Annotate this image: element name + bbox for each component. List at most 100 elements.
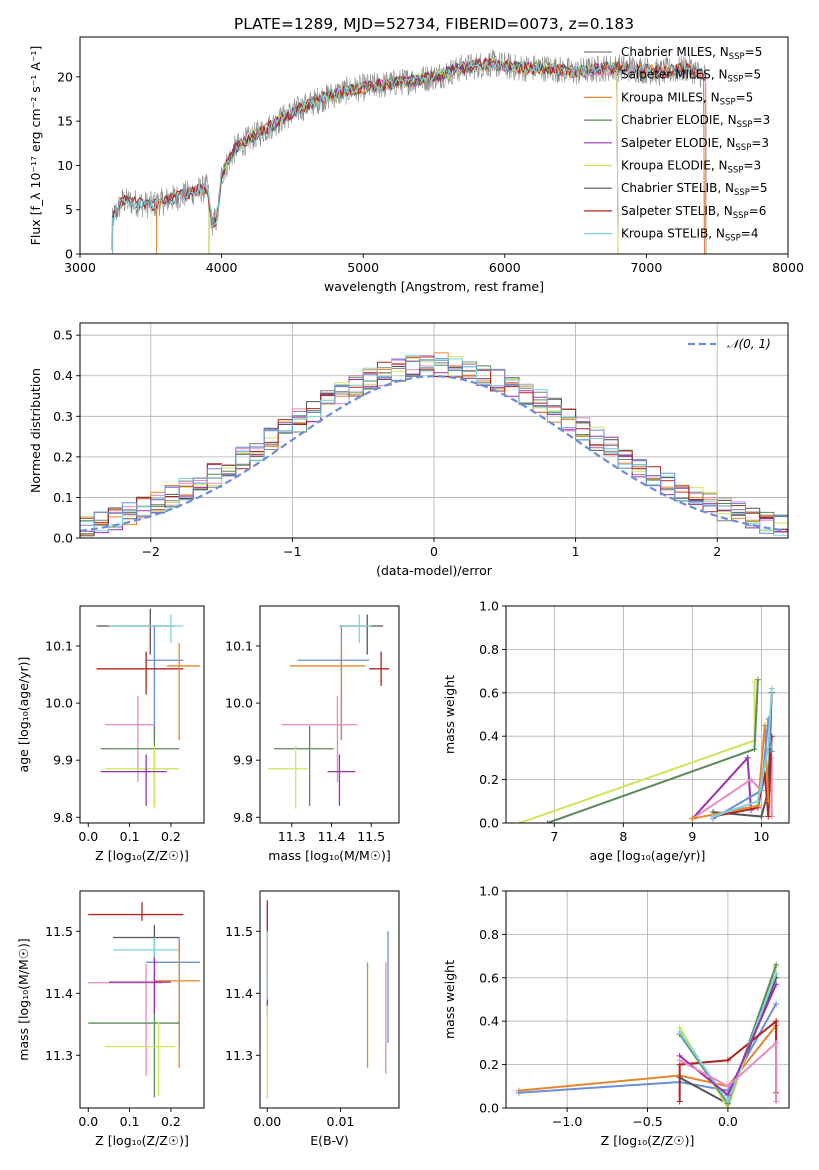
chart-panels: 3000 4000 5000 6000 7000 800005101520waveleng… [16,36,804,1148]
weight-point-marker [744,754,751,761]
y-tick-label: 11.3 [45,1048,73,1063]
x-tick-label: 0.1 [120,1114,140,1129]
error-bar-point [297,625,370,741]
weight-point-marker [751,678,758,685]
panel-Z-vs-mass: 0.0 0.1 0.2 11.3 11.4 11.5 Z [log₁₀(Z/Z☉)] mass… [16,890,205,1148]
x-tick-label: 0.0 [78,1114,98,1129]
x-tick-label: −1.0 [552,1114,582,1129]
y-tick-label: 0.2 [479,772,499,787]
x-tick-label: 0.0 [718,1114,738,1129]
x-tick-label: 10 [753,829,769,844]
y-tick-label: 0.6 [479,685,499,700]
legend-label: Salpeter STELIB, NSSP=6 [621,204,766,221]
weight-point-marker [676,1098,683,1105]
weight-point-marker [724,1098,731,1105]
weight-series-line [712,718,773,820]
legend-label: Kroupa ELODIE, NSSP=3 [621,159,761,176]
error-bar-point [108,957,171,1014]
legend-label: Salpeter ELODIE, NSSP=3 [621,136,769,153]
error-bar-point [100,725,180,806]
error-bar-point [96,651,184,695]
error-bar-point [166,643,200,741]
legend-label: 𝒩(0, 1) [727,337,771,351]
x-tick-label: 0.2 [161,829,181,844]
weight-point-marker [544,820,551,823]
y-tick-label: 1.0 [479,884,499,899]
error-bar-point [369,651,390,686]
weight-point-marker [710,813,717,820]
plot-area [266,900,389,1099]
y-tick-label: 10.0 [45,696,73,711]
error-bar-point [154,943,200,1068]
weight-point-marker [773,1098,780,1105]
x-axis-label: Z [log₁₀(Z/Z☉)] [95,848,189,863]
x-tick-label: 0.00 [253,1114,281,1129]
error-bar-point [100,754,167,806]
legend: Chabrier MILES, NSSP=5 Salpeter MILES, NS… [584,45,770,244]
weight-point-marker [773,1018,780,1025]
x-tick-label: 0.2 [161,1114,181,1129]
weight-point-marker [724,1057,731,1064]
error-bar-point [267,745,308,809]
x-tick-label: 0.01 [327,1114,355,1129]
y-tick-label: 9.9 [233,753,253,768]
x-axis-label: age [log₁₀(age/yr)] [590,848,706,863]
model-spectrum-line [208,57,619,254]
y-tick-label: 0.4 [479,729,499,744]
y-tick-label: 0.4 [53,368,73,383]
x-axis-label: Z [log₁₀(Z/Z☉)] [601,1133,695,1148]
x-tick-label: 7000 [630,260,662,275]
legend-label: Chabrier STELIB, NSSP=5 [621,181,768,198]
y-tick-label: 10.1 [45,638,73,653]
x-tick-label: 0 [430,544,438,559]
weight-point-marker [754,798,761,805]
x-tick-label: 9 [688,829,696,844]
legend-label: Kroupa MILES, NSSP=5 [621,90,753,107]
y-axis-label: mass weight [442,675,457,754]
weight-point-marker [516,820,523,823]
plot-area [88,902,200,1098]
legend-label: Salpeter MILES, NSSP=5 [621,68,761,85]
weight-point-marker [676,1029,683,1036]
weight-series-line [712,688,773,818]
y-tick-label: 0.5 [53,328,73,343]
x-tick-label: 11.4 [318,829,346,844]
error-bar-point [339,614,384,655]
x-tick-label: −2 [142,544,160,559]
error-bar-point [88,964,163,1076]
y-axis-label: mass [log₁₀(M/M☉)] [16,938,31,1060]
x-tick-label: 8 [619,829,627,844]
axes-frame [79,36,789,255]
x-tick-label: 4000 [206,260,238,275]
error-bar-point [273,725,334,806]
y-tick-label: 11.4 [45,986,73,1001]
y-axis-label: Normed distribution [28,368,43,493]
weight-point-marker [773,961,780,968]
axes-frame [259,890,400,1109]
error-bar-point [339,614,372,644]
y-axis-label: age [log₁₀(age/yr)] [16,657,31,773]
y-tick-label: 11.5 [225,924,253,939]
y-axis-label: Flux [f_λ 10⁻¹⁷ erg cm⁻² s⁻¹ A⁻¹] [28,46,43,246]
y-tick-label: 10.1 [225,638,253,653]
axes-frame [259,605,400,824]
plot-area [515,961,780,1108]
panel-age-vs-weight: 7 8 9 10 0.0 0.2 0.4 0.6 0.8 1.0 age [log₁₀(age/yr… [442,599,790,863]
plot-area [516,676,775,823]
error-bar-point [104,696,155,782]
error-bar-point [113,925,180,963]
error-bar-point [104,745,180,809]
y-tick-label: 1.0 [479,599,499,614]
y-tick-label: 0.2 [479,1057,499,1072]
y-tick-label: 0.0 [53,531,73,546]
y-tick-label: 0 [65,247,73,262]
x-tick-label: −0.5 [632,1114,662,1129]
x-axis-label: E(B-V) [310,1133,349,1148]
y-tick-label: 15 [57,114,73,129]
weight-point-marker [765,744,772,751]
model-spectrum-line [156,58,705,254]
x-tick-label: 0.1 [120,829,140,844]
error-bar-point [281,696,358,782]
x-tick-label: 5000 [347,260,379,275]
y-tick-label: 0.4 [479,1014,499,1029]
